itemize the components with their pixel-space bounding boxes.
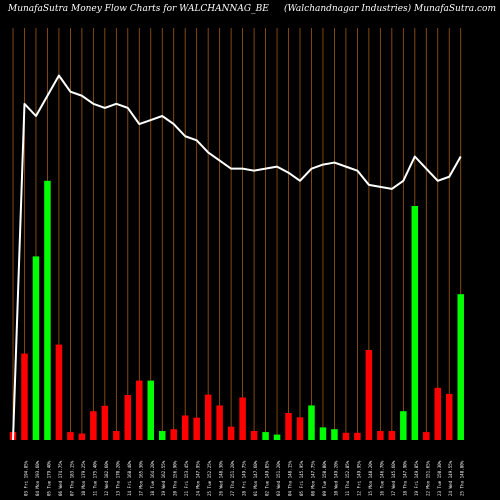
outflow-bar <box>181 415 189 440</box>
inflow-bar <box>158 431 166 440</box>
outflow-bar <box>101 405 109 440</box>
inflow-bar <box>319 427 327 440</box>
outflow-bar <box>216 405 223 440</box>
outflow-bar <box>113 431 120 440</box>
x-tick-label: 25 Tue 152.25% <box>207 460 212 496</box>
x-tick-label: 18 Thu 147.90% <box>402 460 407 496</box>
x-tick-label: 27 Thu 151.20% <box>230 460 235 496</box>
outflow-bar <box>434 387 442 440</box>
x-tick-label: 17 Mon 165.30% <box>138 460 143 496</box>
x-tick-label: 13 Thu 170.20% <box>115 460 120 496</box>
inflow-bar <box>411 206 419 440</box>
x-tick-label: 05 Fri 145.95% <box>299 460 304 496</box>
inflow-bar <box>32 256 40 440</box>
x-tick-label: 04 Mon 193.60% <box>35 460 40 496</box>
outflow-bar <box>445 393 453 440</box>
x-tick-label: 03 Wed 151.20% <box>276 460 281 496</box>
x-tick-label: 19 Fri 149.85% <box>414 460 419 496</box>
x-tick-label: 23 Tue 150.30% <box>437 460 442 496</box>
x-tick-label: 14 Fri 168.40% <box>127 460 132 496</box>
x-tick-label: 11 Thu 152.85% <box>345 460 350 496</box>
outflow-bar <box>90 411 97 440</box>
x-tick-label: 10 Mon 179.25% <box>81 460 86 496</box>
x-axis-labels: 03 Fri 194.85% 04 Mon 193.60% 05 Tue 179.4… <box>23 460 464 496</box>
x-tick-label: 28 Fri 149.75% <box>242 460 247 496</box>
x-tick-label: 22 Mon 151.65% <box>425 460 430 496</box>
x-tick-label: 12 Fri 149.95% <box>356 460 361 496</box>
outflow-bar <box>423 432 430 440</box>
x-tick-label: 06 Wed 174.75% <box>58 460 63 496</box>
x-tick-label: 02 Tue 149.85% <box>265 460 270 496</box>
x-tick-label: 21 Fri 153.45% <box>184 460 189 496</box>
inflow-bar <box>273 434 281 440</box>
outflow-bar <box>227 426 235 440</box>
inflow-bar <box>331 429 338 440</box>
outflow-bar <box>365 350 373 440</box>
outflow-bar <box>170 429 177 440</box>
outflow-bar <box>204 394 212 440</box>
x-tick-label: 24 Mon 147.95% <box>196 460 201 496</box>
money-flow-bars <box>9 180 464 441</box>
x-tick-label: 17 Wed 145.60% <box>391 460 396 496</box>
inflow-bar <box>147 380 155 440</box>
x-tick-label: 11 Tue 175.40% <box>92 460 97 496</box>
x-tick-label: 01 Mon 147.60% <box>253 460 258 496</box>
outflow-bar <box>67 432 74 440</box>
vertical-gridlines <box>12 28 462 440</box>
x-tick-label: 12 Wed 182.60% <box>104 460 109 496</box>
outflow-bar <box>193 417 200 440</box>
x-tick-label: 26 Wed 148.30% <box>219 460 224 496</box>
x-tick-label: 09 Tue 150.00% <box>322 460 327 496</box>
outflow-bar <box>78 433 86 440</box>
x-tick-label: 24 Wed 149.55% <box>448 460 453 496</box>
inflow-bar <box>400 411 407 440</box>
outflow-bar <box>136 380 143 440</box>
outflow-bar <box>21 353 28 440</box>
x-tick-label: 08 Mon 147.75% <box>310 460 315 496</box>
x-tick-label: 07 Thu 183.15% <box>69 460 74 496</box>
x-tick-label: 03 Fri 194.85% <box>23 460 28 496</box>
outflow-bar <box>388 431 396 440</box>
chart-header-right: (Walchandnagar Industries) MunafaSutra.c… <box>283 4 496 14</box>
outflow-bar <box>250 431 258 440</box>
outflow-bar <box>285 413 292 440</box>
x-tick-label: 16 Tue 146.70% <box>379 460 384 496</box>
x-tick-label: 18 Tue 164.20% <box>150 460 155 496</box>
outflow-bar <box>377 431 384 440</box>
outflow-bar <box>342 432 350 440</box>
x-tick-label: 20 Thu 156.90% <box>173 460 178 496</box>
outflow-bar <box>239 397 246 440</box>
inflow-bar <box>262 432 269 440</box>
price-line-group <box>12 74 462 441</box>
chart-header-left: MunafaSutra Money Flow Charts for WALCHA… <box>8 4 269 14</box>
inflow-bar <box>308 405 315 440</box>
outflow-bar <box>354 432 361 440</box>
inflow-bar <box>457 294 464 440</box>
x-tick-label: 05 Tue 179.40% <box>46 460 51 496</box>
x-tick-label: 04 Thu 148.15% <box>288 460 293 496</box>
outflow-bar <box>296 417 304 440</box>
x-tick-label: 19 Wed 162.55% <box>161 460 166 496</box>
x-tick-label: 25 Thu 148.80% <box>460 460 465 496</box>
price-line <box>12 74 462 441</box>
outflow-bar <box>55 344 63 440</box>
inflow-bar <box>44 180 51 441</box>
x-tick-label: 10 Wed 149.20% <box>333 460 338 496</box>
x-tick-label: 15 Mon 148.20% <box>368 460 373 496</box>
outflow-bar <box>124 395 132 440</box>
